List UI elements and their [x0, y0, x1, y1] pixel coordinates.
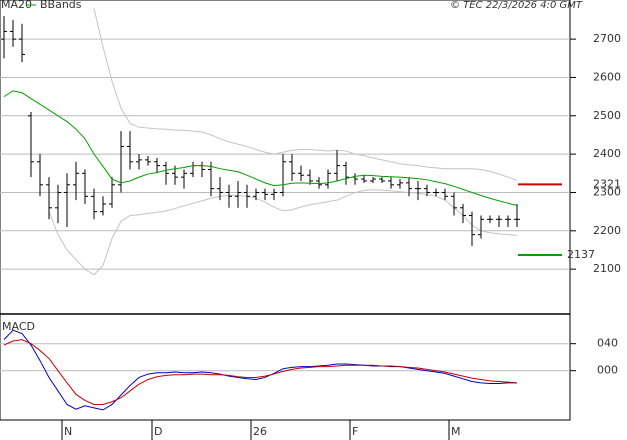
legend-label: MA20 [1, 0, 32, 11]
x-tick-label: N [64, 425, 72, 438]
macd-line [3, 339, 518, 405]
macd-line [3, 329, 517, 411]
y-tick-label: 2500 [593, 109, 621, 122]
macd-title: MACD [2, 320, 35, 333]
x-tick-label: 26 [253, 425, 267, 438]
level-label: 2321 [593, 177, 621, 190]
ma20-line [3, 90, 518, 206]
y-tick-label: 040 [597, 337, 618, 350]
x-tick-label: D [154, 425, 162, 438]
y-tick-label: 2600 [593, 70, 621, 83]
y-tick-label: 2200 [593, 224, 621, 237]
copyright: © TEC 22/3/2026 4:0 GMT [450, 0, 583, 11]
y-tick-label: 2300 [593, 185, 621, 198]
y-tick-label: 2700 [593, 32, 621, 45]
plot-frame [0, 0, 571, 421]
y-tick-label: 000 [597, 364, 618, 377]
level-label: 2137 [567, 248, 595, 261]
bband-lower [48, 189, 518, 276]
y-tick-label: 2100 [593, 262, 621, 275]
y-tick-label: 2400 [593, 147, 621, 160]
legend-label: BBands [40, 0, 82, 11]
x-tick-label: M [451, 425, 461, 438]
bband-upper [93, 8, 518, 181]
x-tick-label: F [352, 425, 358, 438]
